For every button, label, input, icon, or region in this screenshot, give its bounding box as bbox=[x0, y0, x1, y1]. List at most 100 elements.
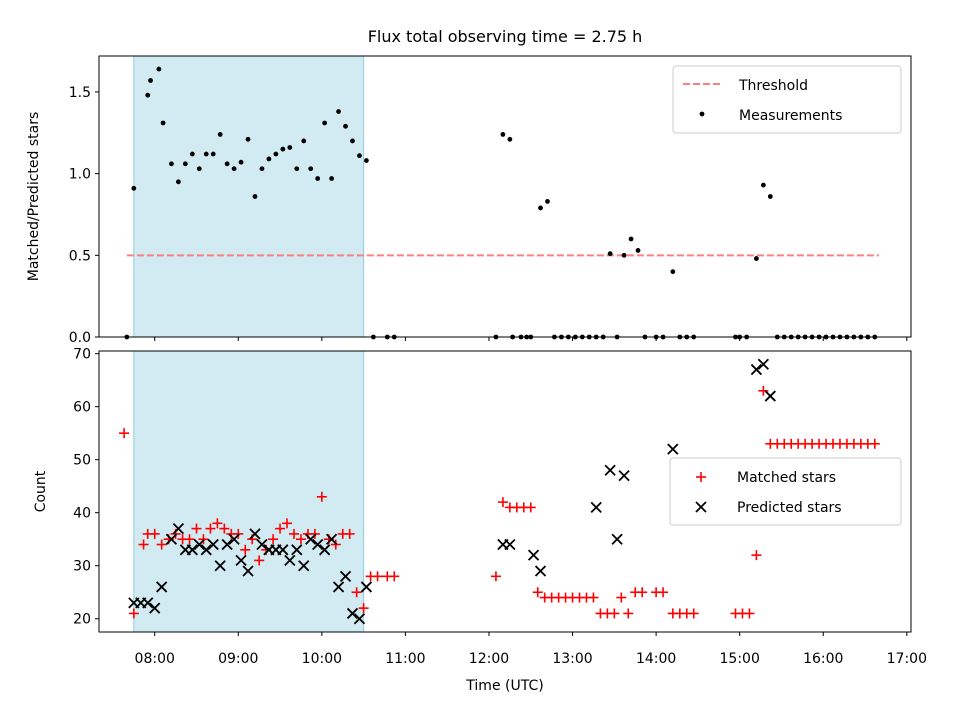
measurement-point bbox=[538, 205, 543, 211]
x-tick-label: 09:00 bbox=[218, 651, 258, 667]
x-axis-label: Time (UTC) bbox=[465, 678, 543, 694]
cross-stroke bbox=[235, 554, 247, 567]
cross-stroke bbox=[604, 464, 616, 476]
measurement-point bbox=[252, 194, 258, 199]
ratio-panel: 0.0 0.5 1.0 1.5 Matched/Predicted stars Thr… bbox=[26, 55, 912, 346]
legend-threshold-label: Threshold bbox=[738, 78, 808, 94]
predicted-star-point bbox=[618, 469, 630, 482]
measurement-point bbox=[266, 156, 272, 162]
measurement-point bbox=[507, 136, 513, 142]
measurement-point bbox=[607, 251, 613, 257]
matched-star-point bbox=[219, 523, 230, 534]
cross-stroke bbox=[291, 544, 303, 556]
predicted-star-point bbox=[757, 358, 770, 370]
matched-star-point bbox=[184, 534, 195, 545]
measurement-point bbox=[635, 248, 641, 253]
predicted-star-point bbox=[339, 570, 352, 582]
measurement-point bbox=[156, 66, 162, 72]
matched-star-point bbox=[588, 592, 599, 603]
predicted-star-point bbox=[142, 597, 154, 609]
matched-star-point bbox=[344, 528, 355, 539]
y-tick-label: 1.0 bbox=[69, 167, 91, 183]
ratio-axis-ticks: 0.0 0.5 1.0 1.5 bbox=[69, 85, 908, 346]
predicted-star-point bbox=[305, 533, 317, 545]
legend-matched-label: Matched stars bbox=[737, 470, 836, 486]
matched-star-point bbox=[616, 592, 627, 603]
predicted-star-point bbox=[235, 554, 247, 567]
measurement-point bbox=[294, 166, 300, 172]
matched-star-point bbox=[688, 608, 699, 619]
matched-star-point bbox=[869, 438, 880, 449]
cross-stroke bbox=[214, 560, 226, 572]
predicted-star-point bbox=[284, 554, 296, 567]
measurement-point bbox=[224, 161, 230, 167]
cross-stroke bbox=[207, 538, 219, 551]
predicted-star-point bbox=[534, 565, 547, 577]
cross-stroke bbox=[142, 597, 154, 609]
predicted-star-point bbox=[346, 607, 359, 620]
count-legend: Matched stars Predicted stars bbox=[669, 457, 902, 526]
measurement-point bbox=[273, 151, 279, 157]
cross-stroke bbox=[156, 581, 168, 593]
measurement-point bbox=[131, 185, 137, 191]
legend-box bbox=[672, 65, 902, 134]
measurement-point bbox=[545, 199, 550, 204]
observing-span-bottom bbox=[133, 350, 365, 633]
y-tick-label: 40 bbox=[73, 506, 91, 522]
x-tick-label: 11:00 bbox=[385, 651, 425, 667]
x-tick-label: 10:00 bbox=[302, 651, 342, 667]
matched-star-point bbox=[525, 502, 536, 513]
y-tick-label: 0.0 bbox=[69, 330, 91, 346]
cross-stroke bbox=[249, 528, 261, 540]
cross-stroke bbox=[305, 533, 317, 545]
cross-stroke bbox=[527, 549, 540, 561]
predicted-star-point bbox=[312, 538, 324, 551]
measurement-point bbox=[203, 151, 209, 157]
cross-stroke bbox=[284, 554, 296, 567]
cross-stroke bbox=[318, 544, 331, 556]
matched-star-point bbox=[288, 528, 299, 539]
matched-star-point bbox=[282, 518, 293, 529]
predicted-star-point bbox=[165, 533, 178, 545]
legend-box bbox=[669, 457, 902, 526]
predicted-star-point bbox=[750, 363, 763, 376]
measurement-point bbox=[329, 176, 334, 181]
x-tick-label: 08:00 bbox=[135, 651, 175, 667]
measurement-point bbox=[217, 132, 223, 137]
measurement-point bbox=[145, 92, 151, 98]
cross-stroke bbox=[221, 538, 233, 551]
cross-stroke bbox=[186, 544, 198, 556]
measurement-point bbox=[148, 78, 153, 83]
matched-star-point bbox=[240, 544, 251, 555]
x-tick-label: 14:00 bbox=[636, 651, 676, 667]
matched-star-point bbox=[156, 539, 167, 550]
ratio-y-axis-label: Matched/Predicted stars bbox=[26, 112, 42, 282]
cross-stroke bbox=[764, 390, 776, 402]
measurement-point bbox=[760, 182, 766, 188]
measurement-point bbox=[628, 236, 634, 242]
measurement-point bbox=[238, 159, 244, 165]
measurement-point bbox=[182, 161, 188, 167]
cross-stroke bbox=[353, 613, 366, 625]
cross-stroke bbox=[172, 522, 185, 535]
cross-stroke bbox=[312, 538, 324, 551]
cross-stroke bbox=[339, 570, 352, 582]
predicted-star-point bbox=[242, 565, 254, 577]
cross-stroke bbox=[346, 607, 359, 620]
ratio-plot-frame bbox=[98, 55, 912, 338]
measurement-point bbox=[287, 145, 293, 150]
predicted-star-point bbox=[667, 443, 679, 455]
matched-star-point bbox=[119, 428, 130, 439]
predicted-star-point bbox=[193, 538, 205, 551]
matched-star-point bbox=[191, 523, 202, 534]
predicted-star-point bbox=[149, 602, 161, 614]
y-tick-label: 60 bbox=[73, 400, 91, 416]
cross-stroke bbox=[256, 538, 268, 551]
predicted-star-point bbox=[291, 544, 303, 556]
measurement-point bbox=[753, 256, 759, 261]
matched-star-point bbox=[268, 534, 279, 545]
predicted-star-point bbox=[200, 544, 212, 556]
cross-stroke bbox=[325, 533, 338, 545]
chart-title: Flux total observing time = 2.75 h bbox=[368, 27, 643, 46]
